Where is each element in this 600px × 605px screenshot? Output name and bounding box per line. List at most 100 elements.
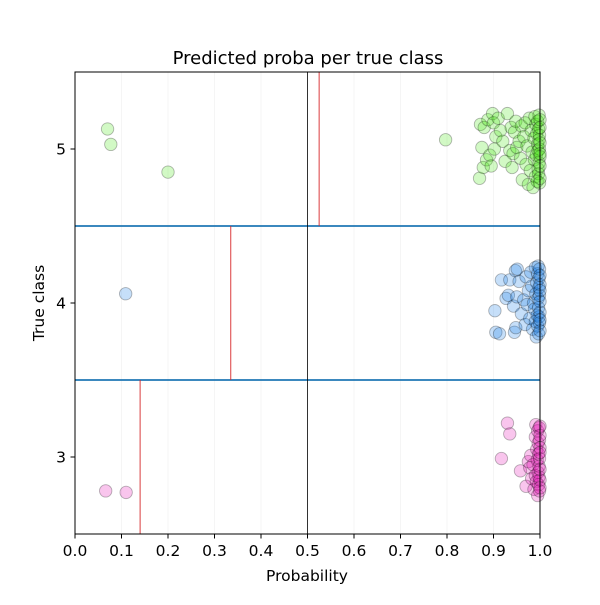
data-point-class-4 <box>506 299 521 313</box>
data-point-class-3 <box>500 416 515 430</box>
data-point-class-5 <box>518 116 532 130</box>
data-point-class-4 <box>519 270 533 284</box>
data-point-class-4 <box>532 310 546 324</box>
data-point-class-3 <box>524 471 539 486</box>
chart-title: Predicted proba per true class <box>173 48 444 69</box>
data-point-class-5 <box>526 180 540 195</box>
data-point-class-4 <box>531 259 545 273</box>
data-point-class-5 <box>485 106 500 121</box>
y-tick-label: 4 <box>56 295 66 313</box>
data-point-class-4 <box>521 284 536 298</box>
data-point-class-3 <box>528 430 542 444</box>
data-point-class-3 <box>531 478 546 492</box>
data-point-class-4 <box>529 330 543 344</box>
data-point-class-4 <box>532 280 546 295</box>
data-point-class-4 <box>509 320 523 335</box>
data-point-class-4 <box>518 317 532 332</box>
data-point-class-5 <box>481 113 495 127</box>
data-point-class-5 <box>503 143 517 158</box>
data-point-class-5 <box>505 160 519 175</box>
data-point-class-5 <box>479 153 494 167</box>
data-point-class-5 <box>531 166 546 181</box>
data-point-class-4 <box>499 291 513 306</box>
data-point-class-4 <box>488 304 502 318</box>
data-point-class-5 <box>509 114 523 128</box>
data-point-class-5 <box>524 123 538 138</box>
plot-area <box>70 71 547 539</box>
data-point-class-5 <box>528 110 542 124</box>
data-point-class-5 <box>532 133 546 147</box>
data-point-class-5 <box>489 130 503 144</box>
x-tick-label: 0.7 <box>388 542 413 560</box>
data-point-class-4 <box>531 300 546 315</box>
data-point-class-4 <box>494 273 509 287</box>
data-point-class-5 <box>532 156 546 170</box>
data-point-class-5 <box>522 111 536 125</box>
data-point-class-4 <box>523 311 537 326</box>
data-point-class-4 <box>529 287 543 301</box>
data-point-class-3 <box>532 421 546 435</box>
data-point-class-3 <box>531 447 546 461</box>
data-point-class-3 <box>531 436 545 450</box>
data-point-class-4 <box>531 327 546 341</box>
x-tick-label: 0.8 <box>435 542 460 560</box>
data-point-class-5 <box>477 120 491 135</box>
data-point-class-3 <box>519 479 533 493</box>
data-point-class-5 <box>506 146 520 161</box>
data-point-class-4 <box>525 322 540 336</box>
data-point-class-5 <box>529 148 543 162</box>
data-point-class-4 <box>501 288 516 302</box>
data-point-class-4 <box>510 290 524 304</box>
data-point-class-5 <box>438 133 453 147</box>
data-point-class-3 <box>528 468 542 483</box>
data-point-class-4 <box>524 279 539 293</box>
data-point-class-5 <box>510 140 524 155</box>
data-point-class-5 <box>527 153 542 167</box>
data-point-class-5 <box>521 177 536 192</box>
data-point-class-4 <box>507 325 522 339</box>
data-point-class-5 <box>487 142 502 156</box>
data-point-class-5 <box>531 114 545 128</box>
data-point-class-3 <box>119 485 133 500</box>
data-point-class-4 <box>503 273 517 287</box>
data-point-class-5 <box>473 117 488 132</box>
data-point-class-5 <box>531 137 545 152</box>
data-point-class-3 <box>503 427 517 441</box>
data-point-class-5 <box>513 151 528 165</box>
data-point-class-5 <box>531 122 546 136</box>
data-point-class-4 <box>528 314 542 329</box>
data-point-class-4 <box>492 327 507 341</box>
data-point-class-5 <box>529 117 543 132</box>
data-point-class-5 <box>532 108 546 122</box>
data-point-class-5 <box>531 162 545 176</box>
data-point-class-5 <box>500 106 515 121</box>
data-point-class-5 <box>523 163 537 178</box>
data-point-class-5 <box>484 159 498 173</box>
data-point-class-4 <box>510 262 524 276</box>
data-point-class-3 <box>526 458 540 472</box>
data-point-class-5 <box>515 173 529 187</box>
data-point-class-5 <box>493 123 508 138</box>
data-point-class-4 <box>514 307 529 321</box>
data-point-class-5 <box>476 160 490 175</box>
data-point-class-5 <box>104 137 118 152</box>
x-axis-label: Probability <box>266 567 348 585</box>
y-tick-label: 5 <box>56 141 66 159</box>
x-tick-label: 0.4 <box>249 542 274 560</box>
data-point-class-5 <box>520 139 534 153</box>
y-axis-label: True class <box>30 265 48 342</box>
data-point-class-5 <box>486 116 501 130</box>
data-point-class-4 <box>512 274 526 289</box>
data-point-class-4 <box>532 271 546 286</box>
data-point-class-5 <box>475 140 489 155</box>
data-point-class-5 <box>512 134 526 148</box>
data-point-class-3 <box>494 451 509 466</box>
data-point-class-5 <box>517 130 531 144</box>
data-point-class-4 <box>524 265 538 279</box>
data-point-class-5 <box>504 120 518 135</box>
data-point-class-5 <box>498 154 512 168</box>
data-point-class-3 <box>529 474 543 489</box>
data-point-class-4 <box>517 293 531 307</box>
data-point-class-4 <box>531 267 545 281</box>
